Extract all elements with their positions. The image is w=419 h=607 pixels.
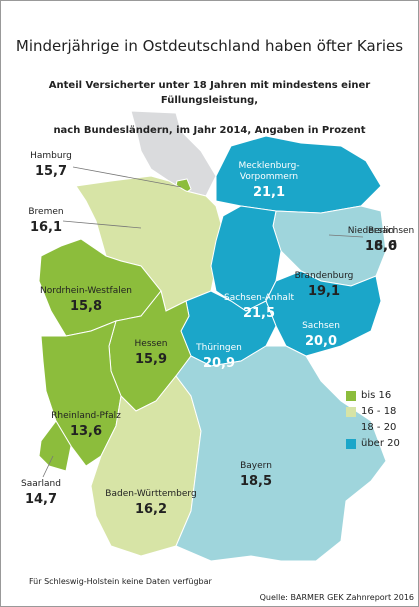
legend-label: über 20	[361, 438, 400, 449]
region-name: Bremen	[28, 207, 64, 217]
region-name: Berlin	[367, 226, 395, 236]
title: Minderjährige in Ostdeutschland haben öf…	[15, 37, 404, 55]
region-value: 21,5	[242, 306, 276, 321]
region-name: Hessen	[134, 339, 168, 349]
region-value: 20,9	[202, 356, 236, 371]
region-value: 14,7	[24, 492, 58, 507]
region-name: Bayern	[240, 461, 272, 471]
subtitle: Anteil Versicherter unter 18 Jahren mit …	[1, 63, 418, 153]
region-name: Niedersachsen	[347, 226, 415, 236]
leader-line	[62, 220, 142, 229]
legend-label: bis 16	[361, 390, 392, 401]
region-name: Thüringen	[196, 343, 242, 353]
region-value: 21,1	[252, 185, 286, 200]
region-name: Sachsen	[302, 321, 340, 331]
region-value: 15,7	[34, 164, 68, 179]
subtitle-line: Anteil Versicherter unter 18 Jahren mit …	[48, 80, 371, 106]
region-value: 16,1	[29, 220, 63, 235]
region-name: Hamburg	[30, 151, 72, 161]
legend-label: 16 - 18	[361, 406, 397, 417]
region-value: 20,0	[304, 334, 338, 349]
source: Quelle: BARMER GEK Zahnreport 2016	[259, 593, 414, 602]
legend-swatch	[346, 423, 356, 433]
legend-swatch	[346, 407, 356, 417]
region-value: 13,6	[69, 424, 103, 439]
region-value: 16,2	[134, 502, 168, 517]
region-value: 18,0	[364, 239, 398, 254]
region-name: Sachsen-Anhalt	[224, 293, 294, 303]
region-name: Rheinland-Pfalz	[51, 411, 121, 421]
region-value: 16,6	[364, 239, 398, 254]
region	[38, 420, 72, 472]
region-name: Saarland	[21, 479, 61, 489]
legend-swatch	[346, 439, 356, 449]
region-name: Baden-Württemberg	[105, 489, 197, 499]
region-name: Nordrhein-Westfalen	[40, 286, 132, 296]
leader-line	[42, 455, 54, 478]
subtitle-line: nach Bundesländern, im Jahr 2014, Angabe…	[53, 125, 366, 136]
legend-swatch	[346, 391, 356, 401]
region-name: Brandenburg	[294, 271, 354, 281]
region-value: 18,5	[239, 474, 273, 489]
region-name: Mecklenburg- Vorpommern	[238, 161, 300, 182]
leader-line	[328, 234, 364, 238]
note: Für Schleswig-Holstein keine Daten verfü…	[29, 577, 212, 586]
legend-label: 18 - 20	[361, 422, 397, 433]
region	[175, 345, 387, 562]
region-value: 15,8	[69, 299, 103, 314]
region-value: 19,1	[307, 284, 341, 299]
leader-line	[72, 166, 182, 188]
region-value: 15,9	[134, 352, 168, 367]
